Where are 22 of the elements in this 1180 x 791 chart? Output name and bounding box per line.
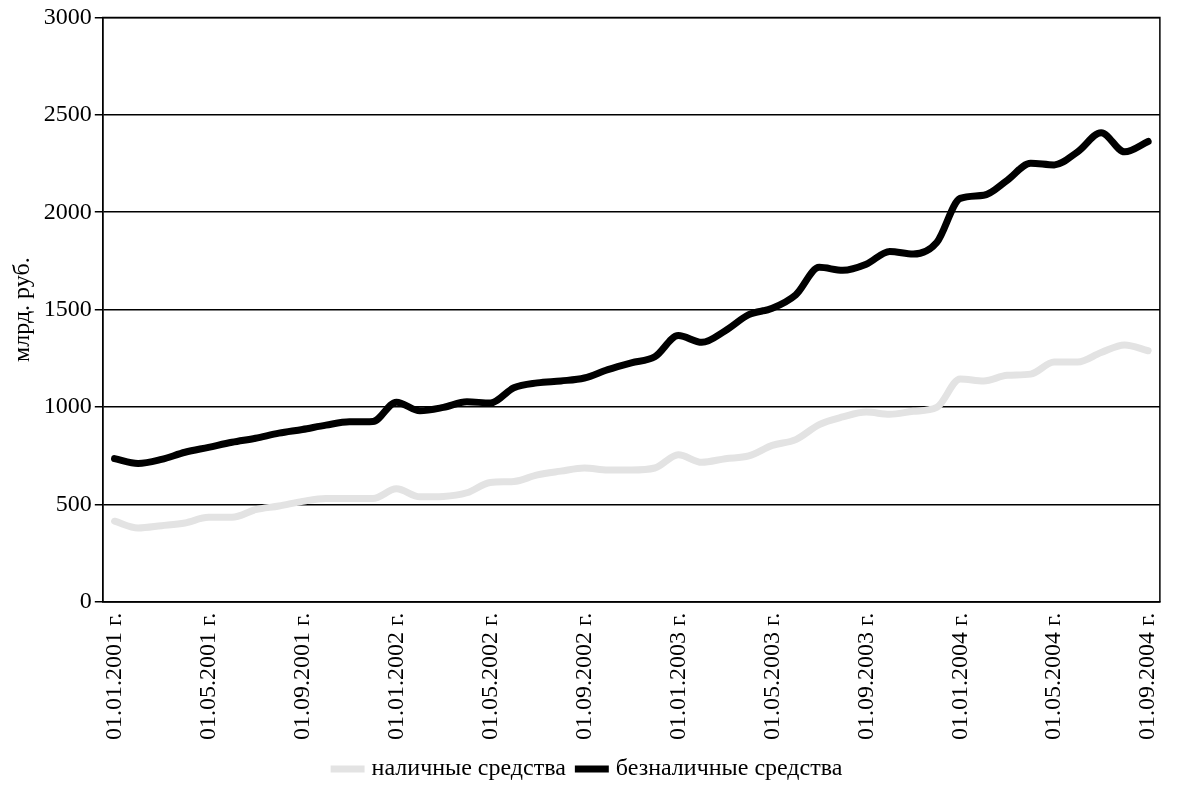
x-tick-label: 01.01.2003 г. <box>663 612 690 740</box>
x-tick-label: 01.05.2003 г. <box>757 612 784 740</box>
y-tick-label: 1000 <box>43 392 92 419</box>
x-tick-label: 01.09.2002 г. <box>569 612 596 740</box>
x-tick-label: 01.05.2002 г. <box>475 612 502 740</box>
y-tick-label: 3000 <box>43 2 92 29</box>
y-axis-title: млрд. руб. <box>7 257 34 362</box>
y-tick-label: 2000 <box>43 197 92 224</box>
x-tick-label: 01.09.2003 г. <box>851 612 878 740</box>
legend-label: безналичные средства <box>615 754 843 781</box>
y-tick-label: 2500 <box>43 100 92 127</box>
x-tick-label: 01.05.2001 г. <box>193 612 220 740</box>
y-tick-label: 1500 <box>43 294 92 321</box>
x-tick-label: 01.05.2004 г. <box>1039 612 1066 740</box>
x-tick-label: 01.09.2001 г. <box>287 612 314 740</box>
y-tick-label: 500 <box>55 489 92 516</box>
x-tick-label: 01.09.2004 г. <box>1133 612 1160 740</box>
y-tick-label: 0 <box>79 587 92 614</box>
x-tick-label: 01.01.2002 г. <box>381 612 408 740</box>
legend-label: наличные средства <box>371 754 567 781</box>
x-tick-label: 01.01.2004 г. <box>945 612 972 740</box>
x-tick-label: 01.01.2001 г. <box>99 612 126 740</box>
